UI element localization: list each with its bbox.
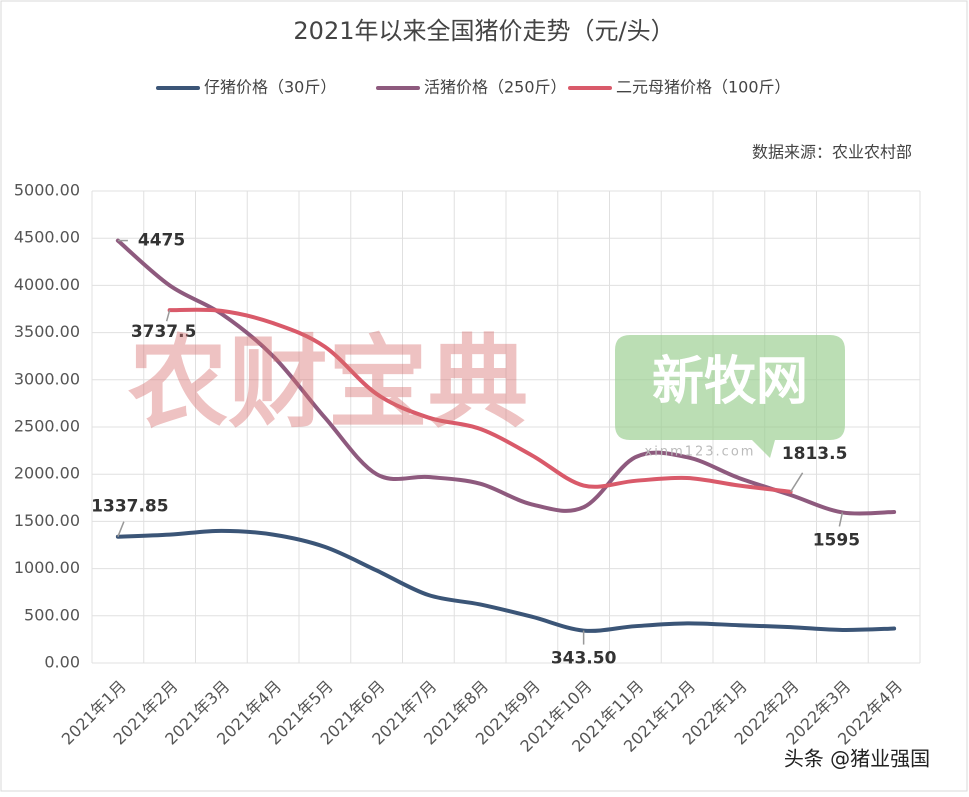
data-label: 1595 xyxy=(813,530,860,550)
y-tick-label: 2000.00 xyxy=(14,464,80,483)
legend-label: 仔猪价格（30斤） xyxy=(204,78,336,97)
y-tick-label: 1000.00 xyxy=(14,558,80,577)
watermark: 农财宝典 xyxy=(128,324,528,441)
y-tick-label: 4500.00 xyxy=(14,228,80,247)
y-tick-label: 3500.00 xyxy=(14,322,80,341)
watermark-badge xyxy=(615,335,845,458)
watermark: 新牧网 xyxy=(652,352,808,412)
label-leader xyxy=(165,309,171,322)
series-line xyxy=(167,307,793,494)
y-tick-label: 500.00 xyxy=(24,605,80,624)
watermarks: 农财宝典 新牧网 xinm123.com 头条 @猪业强国 xyxy=(128,324,930,770)
watermark: 头条 @猪业强国 xyxy=(784,747,930,771)
y-tick-label: 1500.00 xyxy=(14,511,80,530)
y-tick-label: 2500.00 xyxy=(14,417,80,436)
source-note: 数据来源：农业农村部 xyxy=(752,143,912,162)
label-leader xyxy=(789,472,804,493)
label-leader xyxy=(838,512,844,527)
legend-label: 活猪价格（250斤） xyxy=(424,78,567,97)
series-line xyxy=(115,528,897,633)
data-label: 3737.5 xyxy=(131,322,197,342)
y-tick-label: 4000.00 xyxy=(14,275,80,294)
series-line xyxy=(115,238,897,516)
label-leader xyxy=(117,521,125,537)
legend-label: 二元母猪价格（100斤） xyxy=(616,78,791,97)
data-label: 4475 xyxy=(138,231,185,251)
y-tick-label: 3000.00 xyxy=(14,369,80,388)
y-tick-label: 5000.00 xyxy=(14,181,80,200)
chart-title: 2021年以来全国猪价走势（元/头） xyxy=(293,17,674,45)
watermark: xinm123.com xyxy=(645,445,756,460)
data-label: 1813.5 xyxy=(782,444,848,464)
data-label: 1337.85 xyxy=(91,497,168,517)
y-tick-label: 0.00 xyxy=(44,653,80,672)
data-label: 343.50 xyxy=(551,649,617,669)
